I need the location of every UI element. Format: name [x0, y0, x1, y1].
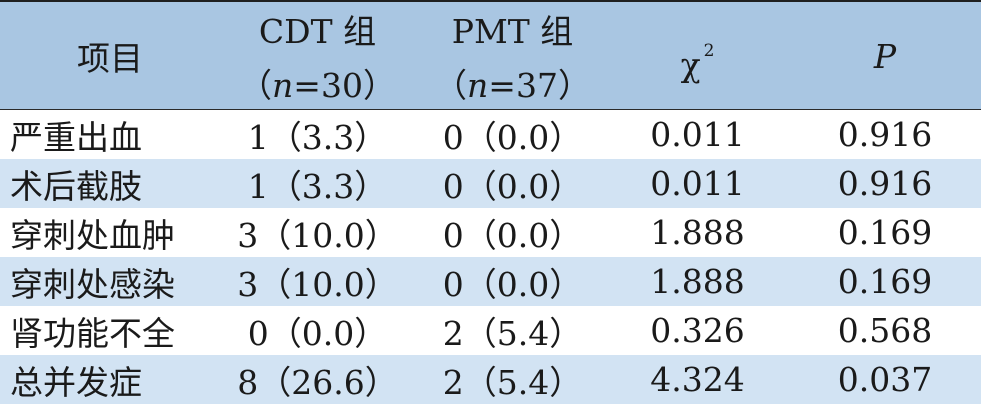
header-item-label: 项目 — [77, 39, 143, 78]
row-cdt: 1（3.3） — [247, 117, 388, 157]
row-pmt: 0（0.0） — [442, 215, 583, 255]
header-cdt-label: CDT 组 — [258, 12, 377, 51]
row-chi2: 4.324 — [650, 360, 745, 399]
header-pmt-n-prefix: （ — [434, 66, 468, 105]
row-item: 穿刺处感染 — [10, 264, 175, 304]
row-cdt: 3（10.0） — [237, 215, 398, 255]
row-chi2: 0.011 — [650, 115, 745, 154]
row-p: 0.568 — [837, 311, 933, 350]
header-pmt-group: PMT 组 （n=37） — [420, 2, 605, 110]
row-chi2: 1.888 — [650, 262, 745, 301]
row-p: 0.916 — [837, 164, 933, 203]
row-cdt: 1（3.3） — [247, 166, 388, 206]
row-pmt: 0（0.0） — [442, 117, 583, 157]
row-item: 肾功能不全 — [10, 313, 175, 353]
row-cdt: 3（10.0） — [237, 264, 398, 304]
row-chi2: 0.011 — [650, 164, 745, 203]
row-item: 总并发症 — [10, 362, 142, 402]
table-row: 穿刺处感染 3（10.0） 0（0.0） 1.888 0.169 — [0, 257, 981, 306]
row-chi2: 0.326 — [650, 311, 745, 350]
header-chi-symbol: χ — [680, 44, 701, 84]
row-p: 0.916 — [837, 115, 933, 154]
table-row: 总并发症 8（26.6） 2（5.4） 4.324 0.037 — [0, 355, 981, 404]
row-item: 严重出血 — [10, 117, 142, 157]
row-pmt: 0（0.0） — [442, 264, 583, 304]
header-cdt-group: CDT 组 （n=30） — [225, 2, 410, 110]
row-item: 术后截肢 — [10, 166, 142, 206]
row-pmt: 0（0.0） — [442, 166, 583, 206]
header-cdt-n-prefix: （ — [239, 66, 273, 105]
table-row: 严重出血 1（3.3） 0（0.0） 0.011 0.916 — [0, 110, 981, 159]
table-row: 穿刺处血肿 3（10.0） 0（0.0） 1.888 0.169 — [0, 208, 981, 257]
row-pmt: 2（5.4） — [442, 313, 583, 353]
row-item: 穿刺处血肿 — [10, 215, 175, 255]
header-cdt-n-var: n — [272, 66, 294, 105]
header-chi-exponent: 2 — [703, 40, 715, 61]
table-row: 肾功能不全 0（0.0） 2（5.4） 0.326 0.568 — [0, 306, 981, 355]
header-pmt-n-var: n — [467, 66, 489, 105]
row-cdt: 8（26.6） — [237, 362, 398, 402]
row-chi2: 1.888 — [650, 213, 745, 252]
row-pmt: 2（5.4） — [442, 362, 583, 402]
header-pmt-label: PMT 组 — [451, 12, 574, 51]
header-cdt-n: （n=30） — [239, 59, 396, 107]
header-p-value: P — [790, 2, 980, 110]
row-p: 0.037 — [837, 360, 933, 399]
header-p-label: P — [873, 36, 897, 76]
table-row: 术后截肢 1（3.3） 0（0.0） 0.011 0.916 — [0, 159, 981, 208]
row-p: 0.169 — [837, 213, 933, 252]
header-cdt-n-value: =30） — [293, 66, 396, 105]
header-item: 项目 — [10, 2, 210, 110]
row-p: 0.169 — [837, 262, 933, 301]
header-pmt-n-value: =37） — [488, 66, 591, 105]
header-pmt-n: （n=37） — [434, 59, 591, 107]
row-cdt: 0（0.0） — [247, 313, 388, 353]
